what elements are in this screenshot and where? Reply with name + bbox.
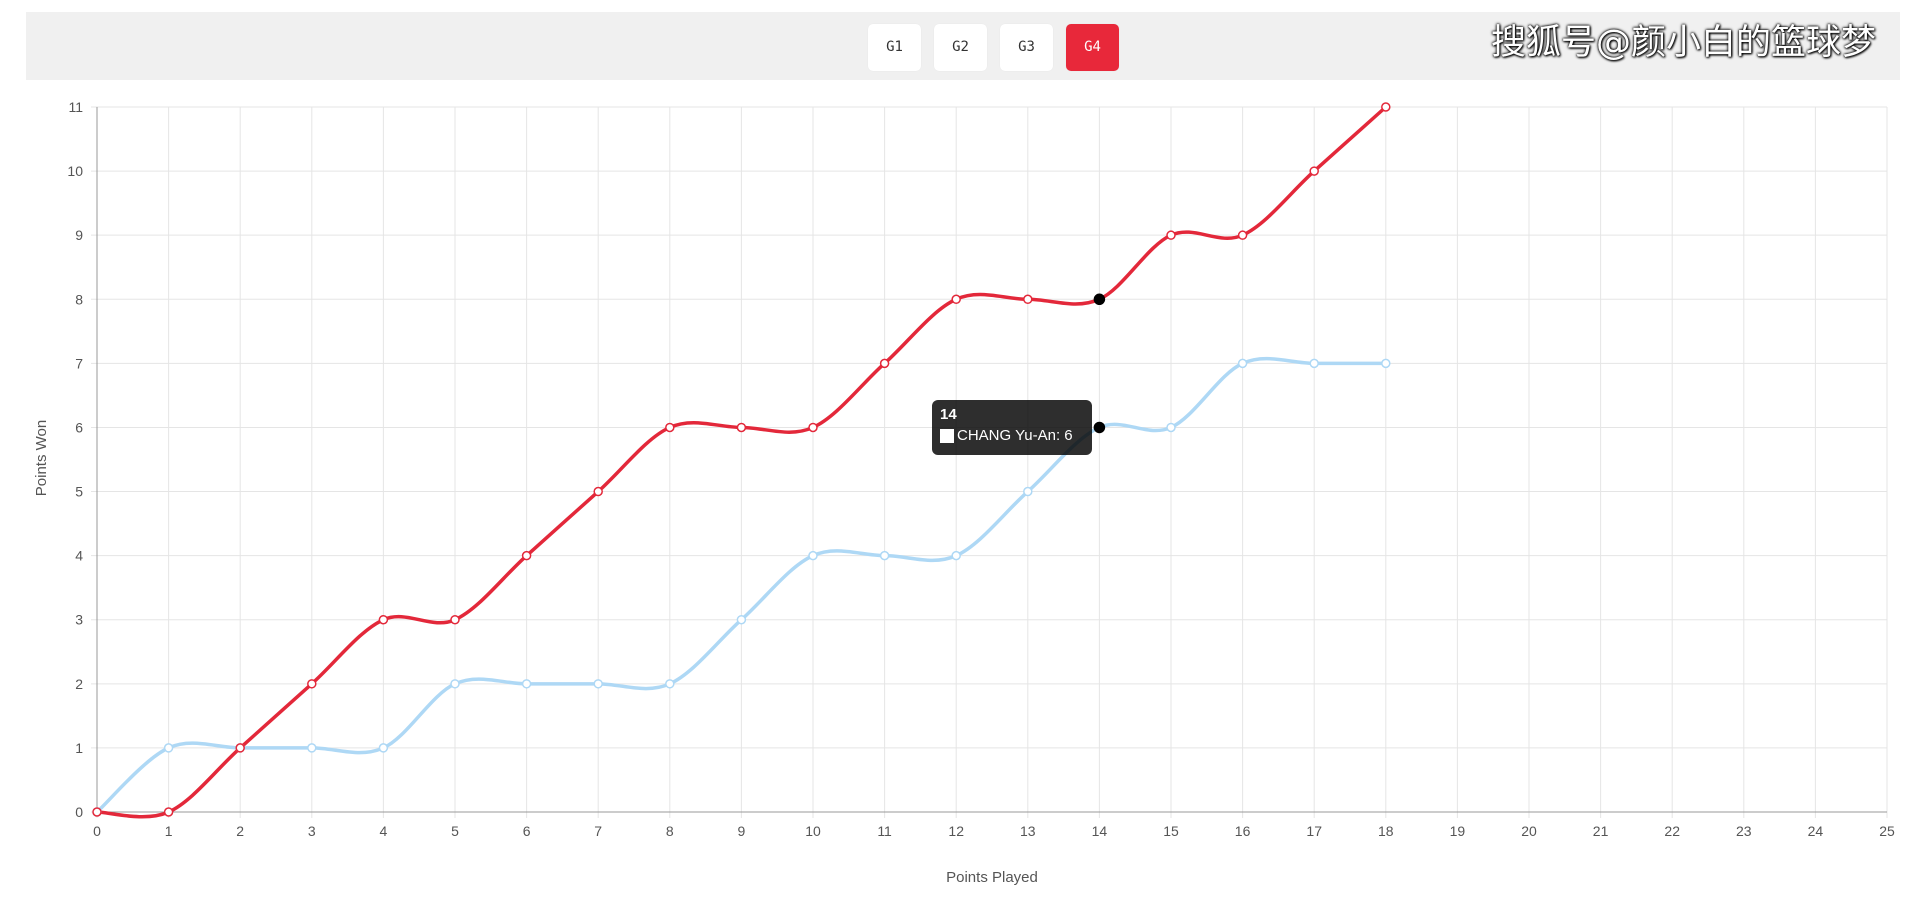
x-tick-label: 10 <box>805 823 821 839</box>
x-axis-label: Points Played <box>946 869 1038 886</box>
x-tick-label: 16 <box>1235 823 1251 839</box>
x-tick-label: 23 <box>1736 823 1752 839</box>
x-tick-label: 8 <box>666 823 674 839</box>
watermark-text: 搜狐号@颜小白的篮球梦 <box>1490 23 1876 63</box>
y-tick-label: 4 <box>75 548 83 564</box>
x-tick-label: 20 <box>1521 823 1537 839</box>
data-point <box>1023 294 1033 305</box>
y-tick-label: 1 <box>75 740 83 756</box>
x-tick-label: 5 <box>451 823 459 839</box>
data-point <box>1309 166 1319 176</box>
data-point <box>92 807 102 817</box>
tooltip-swatch <box>940 429 954 443</box>
data-point <box>879 550 890 561</box>
x-tick-labels: 0 1 2 3 4 5 6 7 8 9 10 11 12 13 14 15 16 17 18 19 20 21 22 23 24… <box>93 823 1895 839</box>
x-tick-label: 7 <box>594 823 602 839</box>
data-point <box>736 614 747 625</box>
x-tick-label: 22 <box>1664 823 1680 839</box>
y-tick-label: 10 <box>67 163 83 179</box>
y-tick-label: 7 <box>75 355 83 371</box>
data-point <box>951 294 961 305</box>
data-point <box>665 679 675 689</box>
y-tick-label: 3 <box>75 612 83 628</box>
y-tick-label: 6 <box>75 419 83 435</box>
data-point <box>163 807 174 817</box>
tooltip-series-name: CHANG Yu-An <box>957 427 1056 444</box>
tab-g4[interactable]: G4 <box>1066 24 1119 71</box>
data-point <box>307 743 317 753</box>
data-point <box>521 679 532 689</box>
x-tick-label: 3 <box>308 823 316 839</box>
data-tooltip: 14 CHANG Yu-An: 6 <box>932 400 1092 455</box>
x-tick-label: 6 <box>523 823 531 839</box>
x-tick-label: 18 <box>1378 823 1394 839</box>
y-tick-label: 0 <box>75 804 83 820</box>
x-tick-label: 19 <box>1450 823 1466 839</box>
tooltip-value: 6 <box>1064 427 1073 444</box>
data-point <box>1381 358 1391 369</box>
tab-g3[interactable]: G3 <box>1000 24 1053 71</box>
data-point <box>1381 102 1391 112</box>
data-point <box>1166 422 1176 433</box>
y-tick-label: 8 <box>75 291 83 307</box>
y-tick-label: 5 <box>75 484 83 500</box>
data-point <box>1093 421 1106 434</box>
x-tick-label: 24 <box>1808 823 1824 839</box>
y-axis-label: Points Won <box>33 420 50 496</box>
x-tick-label: 12 <box>948 823 964 839</box>
y-tick-label: 11 <box>68 99 83 115</box>
x-tick-label: 25 <box>1879 823 1895 839</box>
y-tick-labels: 0 1 2 3 4 5 6 7 8 9 10 11 <box>67 99 83 820</box>
tab-g2[interactable]: G2 <box>934 24 987 71</box>
x-tick-label: 17 <box>1306 823 1322 839</box>
data-point <box>450 614 460 625</box>
chart-axes <box>96 107 1887 813</box>
x-tick-label: 9 <box>738 823 746 839</box>
chart-toolbar: G1 G2 G3 G4 搜狐号@颜小白的篮球梦 <box>26 12 1900 80</box>
tooltip-title: 14 <box>940 406 957 423</box>
y-tick-label: 2 <box>75 676 83 692</box>
x-tick-label: 1 <box>165 823 173 839</box>
x-tick-label: 21 <box>1593 823 1609 839</box>
data-point <box>665 422 675 433</box>
series-points <box>92 102 1391 817</box>
x-tick-label: 15 <box>1163 823 1179 839</box>
data-point <box>1023 486 1033 497</box>
data-point <box>808 422 818 433</box>
tab-g1[interactable]: G1 <box>868 24 921 71</box>
data-point <box>1237 358 1248 369</box>
tooltip-separator: : <box>1055 427 1065 444</box>
x-tick-label: 13 <box>1020 823 1036 839</box>
chart-grid <box>91 106 1888 818</box>
game-tabs: G1 G2 G3 G4 <box>868 24 1119 71</box>
data-point <box>1237 230 1248 240</box>
data-point <box>593 486 603 497</box>
data-point <box>951 550 961 561</box>
data-point <box>1166 230 1176 240</box>
x-tick-label: 14 <box>1092 823 1108 839</box>
tooltip-row: CHANG Yu-An: 6 <box>940 425 1084 447</box>
data-point <box>879 358 890 369</box>
data-point <box>163 743 174 753</box>
data-point <box>307 679 317 689</box>
data-point <box>521 550 532 561</box>
data-point <box>235 743 245 753</box>
y-tick-label: 9 <box>75 227 83 243</box>
data-point <box>1093 293 1106 306</box>
data-point <box>736 422 747 433</box>
data-point <box>450 679 460 689</box>
x-tick-label: 0 <box>93 823 101 839</box>
x-tick-label: 4 <box>380 823 388 839</box>
x-tick-label: 2 <box>236 823 244 839</box>
data-point <box>808 550 818 561</box>
data-point <box>593 679 603 689</box>
data-point <box>1309 358 1319 369</box>
data-point <box>378 743 389 753</box>
x-tick-label: 11 <box>877 823 892 839</box>
data-point <box>378 614 389 625</box>
